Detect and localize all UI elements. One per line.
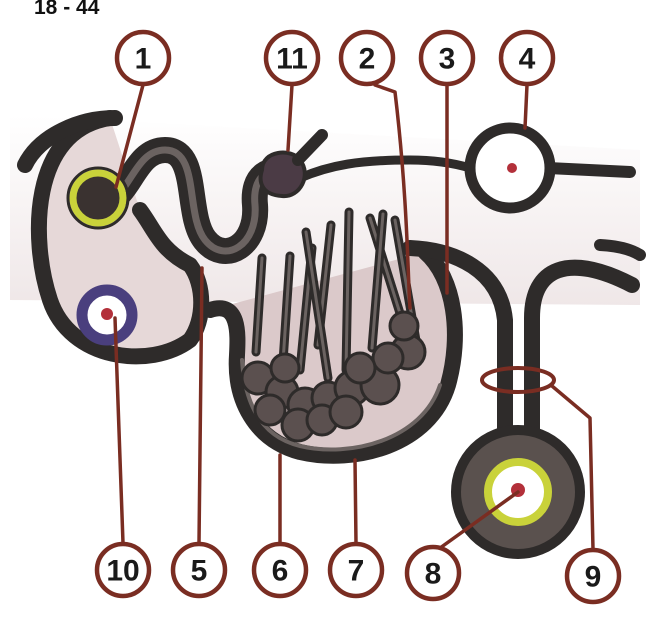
label-circle	[564, 547, 622, 605]
blob-group	[240, 310, 427, 443]
leader-line	[113, 316, 125, 545]
label-circle	[114, 29, 172, 87]
label-number: 8	[425, 558, 442, 591]
lower-sac-highlight	[240, 358, 442, 452]
stalk-core	[370, 212, 385, 350]
tube-branch-outer	[402, 240, 513, 463]
round-body-cluster	[343, 351, 377, 385]
label-marker-7: 7	[327, 541, 385, 599]
leader-line	[286, 83, 294, 152]
stalk-core	[254, 256, 264, 354]
stalk-group	[251, 207, 423, 383]
label-circle	[170, 541, 228, 599]
label-markers: 1 11 2 3 410 5 6 7 8 9	[94, 29, 622, 605]
label-number: 11	[276, 43, 308, 76]
purple-ring-dot	[101, 308, 113, 320]
tube-ring-marker	[480, 366, 556, 394]
label-circle	[418, 29, 476, 87]
round-body-cluster	[388, 310, 420, 342]
label-circle	[404, 544, 462, 602]
label-marker-11: 11	[263, 29, 321, 87]
convoluted-duct-lumen	[104, 146, 294, 255]
label-number: 2	[359, 43, 376, 76]
right-duct	[542, 162, 636, 178]
stalk-core	[281, 254, 292, 364]
stalk-core	[368, 216, 406, 328]
label-circle	[251, 541, 309, 599]
label-marker-4: 4	[498, 29, 556, 87]
label-circle	[498, 29, 556, 87]
label-marker-5: 5	[170, 541, 228, 599]
round-body-cluster	[269, 352, 301, 384]
label-marker-10: 10	[94, 541, 152, 599]
leader-line	[197, 266, 204, 545]
leader-line	[353, 458, 358, 545]
round-body-cluster	[328, 394, 364, 430]
label-number: 6	[272, 555, 289, 588]
leader-line	[438, 490, 520, 550]
round-body-cluster	[253, 393, 287, 427]
label-marker-9: 9	[564, 547, 622, 605]
round-body-cluster	[371, 341, 405, 375]
label-number: 7	[348, 555, 365, 588]
label-number: 9	[585, 561, 602, 594]
leader-line	[373, 83, 412, 310]
label-number: 3	[439, 43, 456, 76]
yellow-ring-top	[69, 169, 127, 227]
label-marker-2: 2	[338, 29, 396, 87]
figure-id: 18 - 44	[34, 0, 100, 19]
upper-hook-tube	[17, 110, 123, 173]
label-marker-3: 3	[418, 29, 476, 87]
leader-lines	[113, 83, 595, 551]
label-marker-1: 1	[114, 29, 172, 87]
label-marker-6: 6	[251, 541, 309, 599]
label-circle	[263, 29, 321, 87]
label-number: 1	[135, 43, 152, 76]
stalk-core	[304, 230, 330, 380]
leader-line	[523, 83, 529, 130]
leader-line	[114, 83, 145, 189]
round-body-dot	[507, 163, 517, 173]
stalk-core	[344, 210, 351, 372]
leader-line	[550, 384, 595, 551]
label-marker-8: 8	[404, 544, 462, 602]
yellow-ring-top-outline	[66, 166, 130, 230]
label-number: 4	[519, 43, 536, 76]
knot-tail	[292, 129, 328, 166]
label-circle	[94, 541, 152, 599]
label-circle	[338, 29, 396, 87]
tube-branch-right	[594, 239, 646, 261]
label-circle	[327, 541, 385, 599]
label-number: 5	[191, 555, 208, 588]
label-number: 10	[106, 555, 139, 588]
tube-branch-inner	[524, 259, 640, 463]
